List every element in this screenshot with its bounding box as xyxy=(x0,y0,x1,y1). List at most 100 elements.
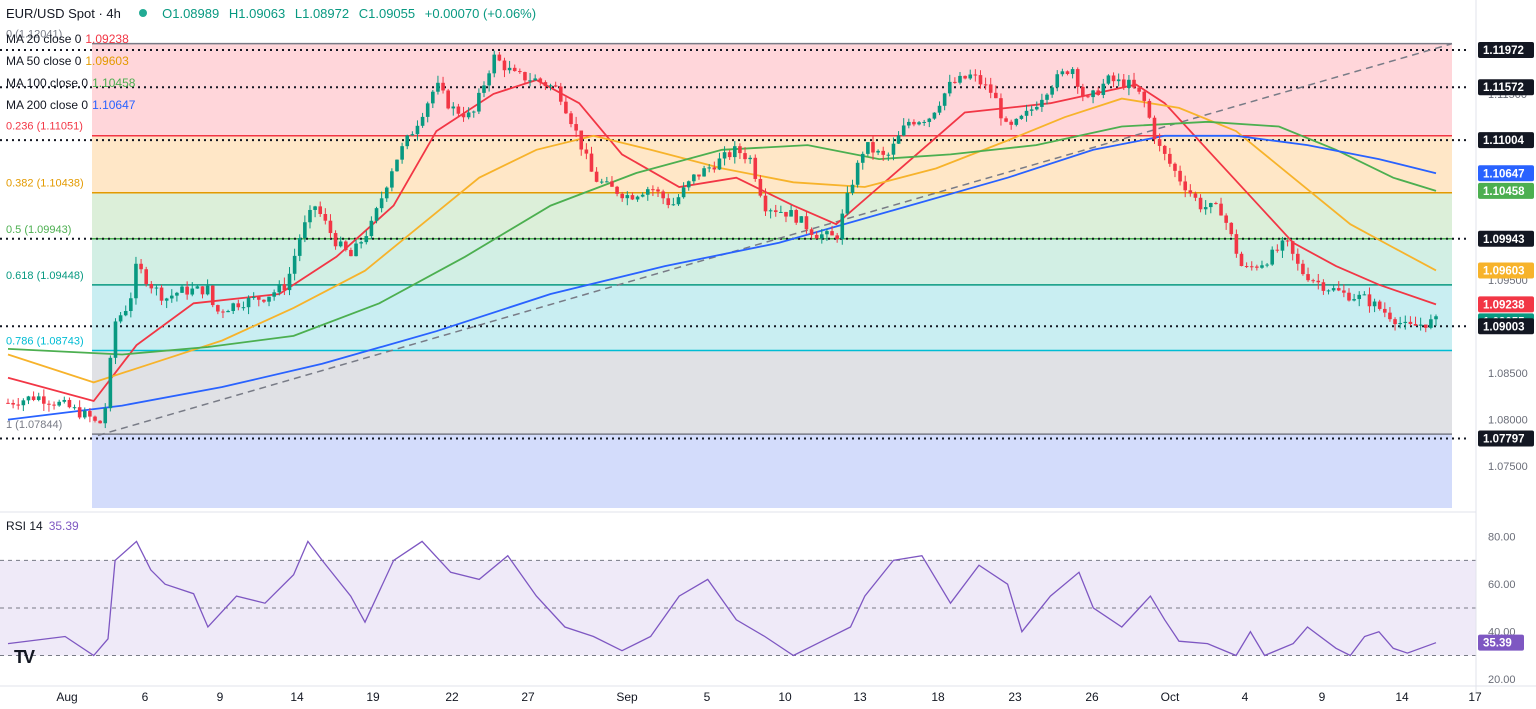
candle-body xyxy=(6,402,10,404)
candle-body xyxy=(835,235,839,239)
fib-label: 0.382 (1.10438) xyxy=(6,178,84,190)
y-tick-label: 1.07500 xyxy=(1488,461,1528,473)
candle-body xyxy=(707,167,712,169)
candle-body xyxy=(236,303,241,308)
price-badge-box xyxy=(1478,165,1534,182)
candle-body xyxy=(630,195,635,200)
rsi-tick-label: 80.00 xyxy=(1488,532,1516,544)
x-tick-label: 13 xyxy=(853,690,867,704)
candle-body xyxy=(671,204,676,206)
candle-body xyxy=(932,112,937,119)
candle-body xyxy=(768,210,773,212)
candle-body xyxy=(456,106,461,114)
price-badge-box xyxy=(1478,79,1534,96)
price-badge-text: 1.07797 xyxy=(1483,433,1525,445)
fib-label: 1 (1.07844) xyxy=(6,419,62,431)
candle-body xyxy=(640,194,645,197)
candle-body xyxy=(1229,222,1234,235)
candle-body xyxy=(845,192,850,214)
candle-body xyxy=(574,124,578,131)
ma200-legend[interactable]: MA 200 close 0 1.10647 xyxy=(6,98,135,112)
candle-body xyxy=(16,404,21,406)
candle-body xyxy=(72,407,77,409)
symbol-label: EUR/USD Spot · 4h xyxy=(6,6,121,21)
candle-body xyxy=(451,106,456,109)
candle-body xyxy=(1301,263,1305,275)
candle-body xyxy=(282,284,287,291)
candle-body xyxy=(82,410,87,418)
candle-body xyxy=(1285,240,1290,242)
candle-body xyxy=(338,241,343,247)
candle-body xyxy=(748,157,752,160)
candle-body xyxy=(907,121,911,126)
candle-body xyxy=(400,146,404,160)
candle-body xyxy=(978,75,983,85)
candle-body xyxy=(287,273,292,291)
candle-body xyxy=(507,67,512,71)
candle-body xyxy=(1065,71,1070,75)
candle-body xyxy=(1372,301,1377,307)
price-badge: 1.10647 xyxy=(1478,165,1534,182)
candle-body xyxy=(246,297,251,308)
price-badge: 1.07797 xyxy=(1478,430,1534,447)
ma20-legend[interactable]: MA 20 close 0 1.09238 xyxy=(6,32,129,46)
candle-body xyxy=(753,157,758,179)
candle-body xyxy=(523,72,527,81)
candle-body xyxy=(656,189,660,192)
candle-body xyxy=(584,149,589,154)
price-badge-text: 1.09603 xyxy=(1483,265,1525,277)
candle-body xyxy=(968,74,973,79)
candle-body xyxy=(415,125,420,135)
candle-body xyxy=(123,310,128,316)
candle-body xyxy=(820,234,824,239)
rsi-legend-value: 35.39 xyxy=(48,519,79,533)
candle-body xyxy=(369,220,374,237)
candle-body xyxy=(809,229,814,235)
candle-body xyxy=(1306,274,1310,281)
candle-body xyxy=(359,242,363,244)
ma50-value: 1.09603 xyxy=(85,54,129,68)
candle-body xyxy=(216,305,220,312)
tradingview-logo-icon[interactable]: TV xyxy=(14,647,35,667)
price-badge: 1.09238 xyxy=(1478,296,1534,313)
candle-body xyxy=(528,80,532,82)
candle-body xyxy=(1388,312,1392,320)
candle-body xyxy=(364,236,369,243)
rsi-legend[interactable]: RSI 14 35.39 xyxy=(6,519,79,533)
price-badge-box xyxy=(1478,430,1534,447)
price-badge-text: 1.11972 xyxy=(1483,45,1524,57)
ma50-legend[interactable]: MA 50 close 0 1.09603 xyxy=(6,54,129,68)
candle-body xyxy=(267,296,271,302)
candle-body xyxy=(625,195,630,199)
candle-body xyxy=(1091,90,1095,98)
candle-body xyxy=(374,208,379,221)
candle-body xyxy=(1188,190,1193,194)
candle-body xyxy=(1362,294,1367,296)
candle-body xyxy=(349,249,353,257)
candle-body xyxy=(344,241,348,250)
candle-body xyxy=(1408,321,1413,325)
x-tick-label: 9 xyxy=(1319,690,1326,704)
candle-body xyxy=(937,105,942,113)
candle-body xyxy=(420,116,425,126)
candle-body xyxy=(52,404,56,406)
candle-body xyxy=(1050,87,1054,95)
candle-body xyxy=(144,269,148,284)
candle-body xyxy=(999,98,1003,119)
candle-body xyxy=(205,285,210,295)
candle-body xyxy=(553,85,558,87)
candle-body xyxy=(594,171,599,182)
candle-body xyxy=(1142,91,1147,101)
price-axis xyxy=(1476,0,1536,709)
candle-body xyxy=(11,402,15,405)
price-badge: 1.09603 xyxy=(1478,262,1534,279)
candle-body xyxy=(876,150,880,153)
candle-body xyxy=(1152,117,1157,140)
x-tick-label: 17 xyxy=(1468,690,1482,704)
candle-body xyxy=(912,121,916,125)
candle-body xyxy=(21,400,26,406)
candle-body xyxy=(379,198,384,209)
ma100-legend[interactable]: MA 100 close 0 1.10458 xyxy=(6,76,135,90)
candle-body xyxy=(983,84,988,86)
